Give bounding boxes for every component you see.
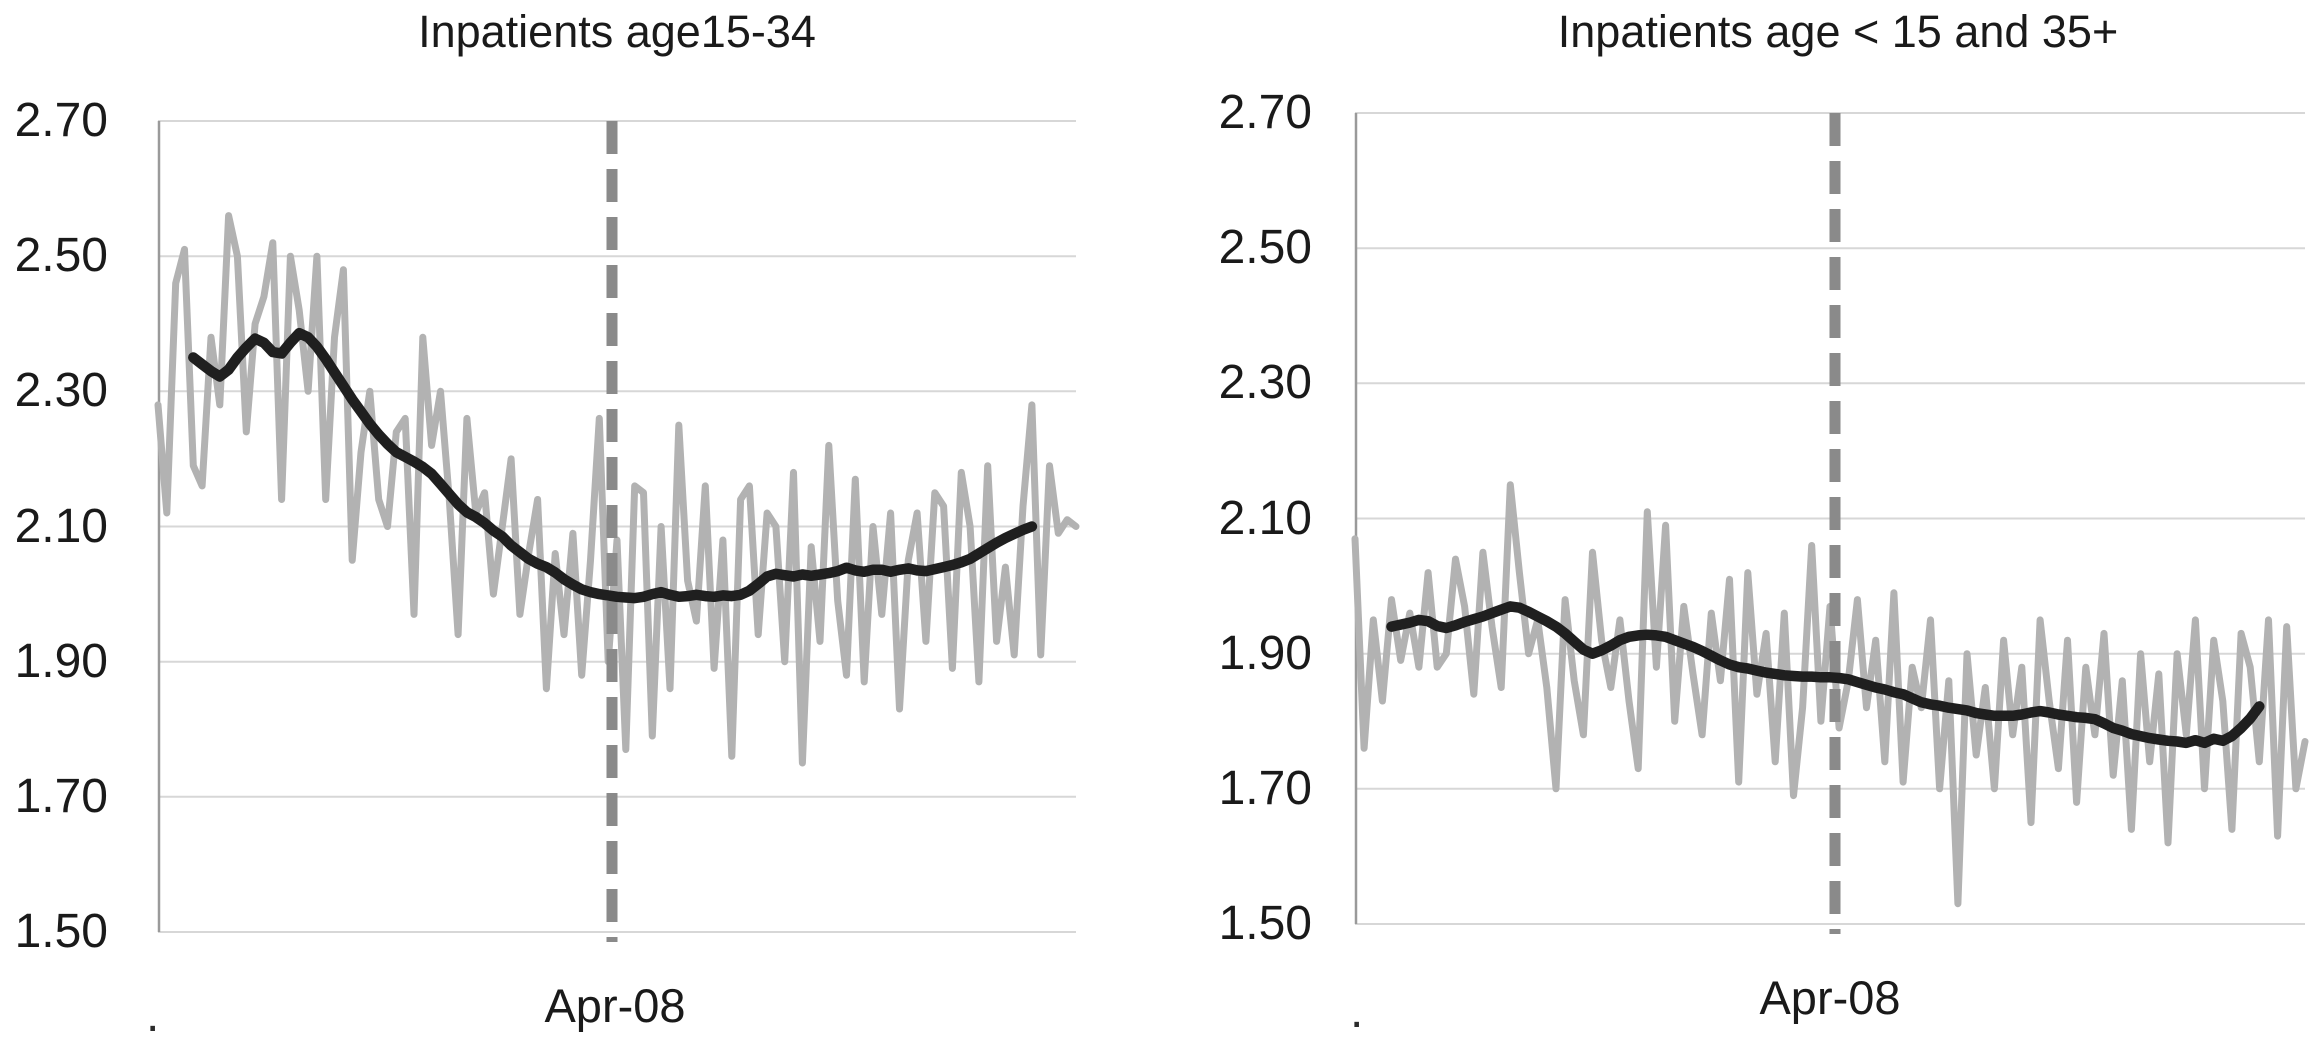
x-tick-label-right: Apr-08 — [1759, 971, 1901, 1024]
x-axis-left-mark: . — [146, 989, 160, 1042]
y-tick-label: 2.50 — [14, 229, 108, 282]
y-tick-label: 1.50 — [14, 905, 108, 958]
y-tick-label: 1.70 — [1218, 762, 1312, 815]
plot-area-left — [154, 120, 1080, 942]
y-tick-label: 1.90 — [1218, 627, 1312, 680]
y-tick-label: 2.30 — [1218, 356, 1312, 409]
y-tick-label: 2.30 — [14, 364, 108, 417]
y-tick-label: 2.10 — [14, 500, 108, 553]
y-tick-label: 1.90 — [14, 635, 108, 688]
x-tick-label-left: Apr-08 — [544, 979, 686, 1032]
plot-area-right — [1351, 112, 2309, 934]
chart-title-right: Inpatients age < 15 and 35+ — [1557, 6, 2119, 57]
x-axis-left-mark: . — [1350, 985, 1364, 1038]
y-tick-label: 2.70 — [1218, 86, 1312, 139]
chart-title-left: Inpatients age15-34 — [418, 6, 816, 57]
y-tick-label: 2.10 — [1218, 492, 1312, 545]
y-tick-label: 1.50 — [1218, 897, 1312, 950]
y-tick-label: 1.70 — [14, 770, 108, 823]
y-tick-label: 2.50 — [1218, 221, 1312, 274]
y-tick-label: 2.70 — [14, 94, 108, 147]
